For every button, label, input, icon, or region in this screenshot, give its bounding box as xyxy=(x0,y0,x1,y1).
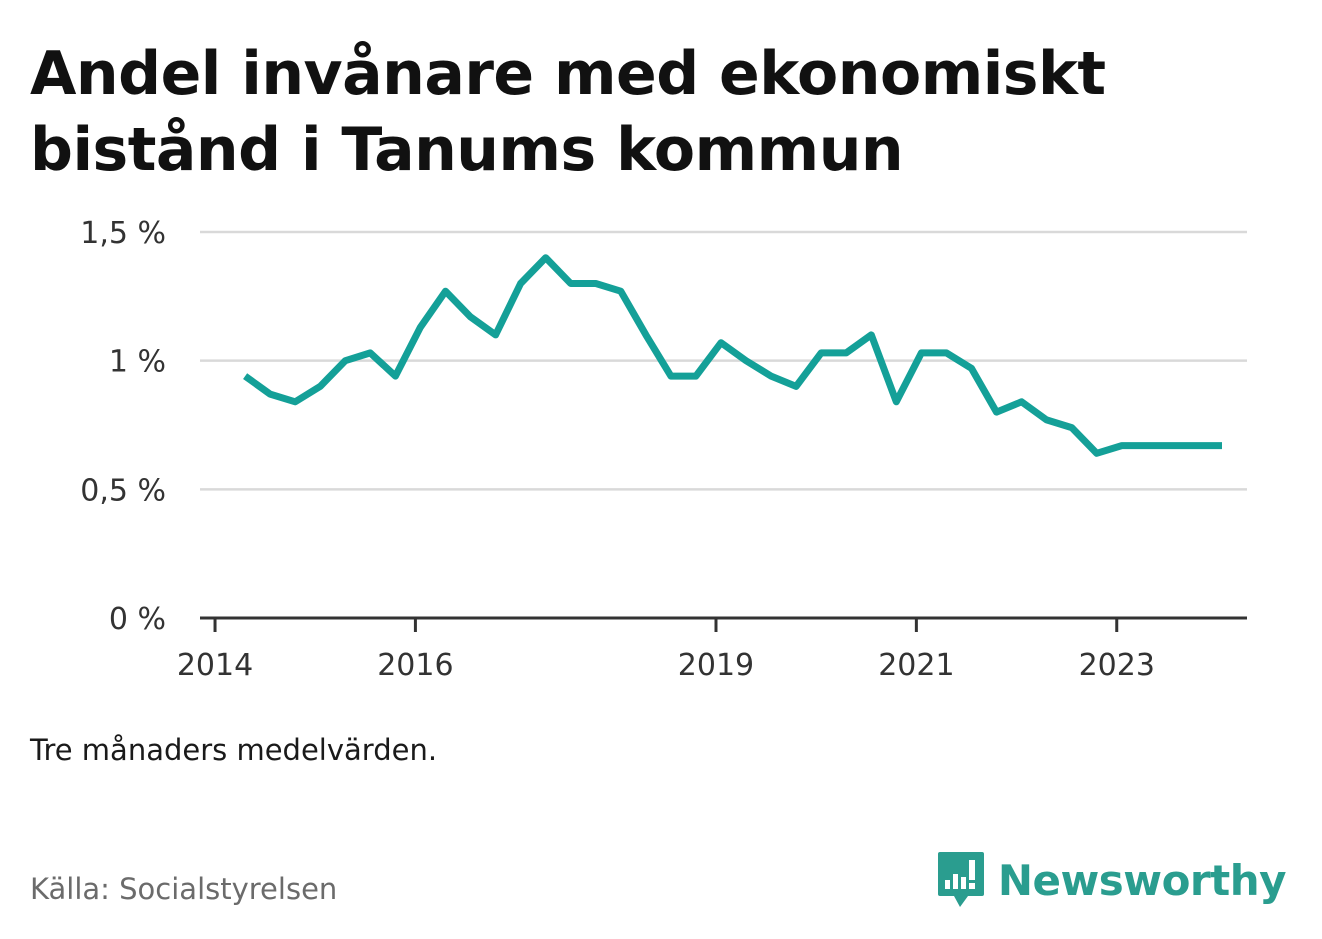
data-point xyxy=(1043,416,1050,423)
data-point xyxy=(1093,450,1100,457)
data-point xyxy=(843,349,850,356)
data-point xyxy=(793,383,800,390)
data-point xyxy=(617,288,624,295)
x-tick-label: 2023 xyxy=(1079,648,1155,683)
data-point xyxy=(1168,442,1175,449)
data-point xyxy=(392,373,399,380)
data-point xyxy=(417,324,424,331)
y-tick-label: 0 % xyxy=(109,602,166,637)
data-point xyxy=(1218,442,1225,449)
data-point xyxy=(467,313,474,320)
series-layer xyxy=(242,254,1225,457)
x-tick-label: 2019 xyxy=(678,648,754,683)
x-axis: 2014 2016 2019 2021 2023 xyxy=(177,616,1247,683)
y-tick-label: 1,5 % xyxy=(80,216,166,251)
chart-bubble-icon xyxy=(937,852,984,907)
data-point xyxy=(1143,442,1150,449)
data-point xyxy=(768,373,775,380)
data-point xyxy=(1018,398,1025,405)
data-point xyxy=(517,280,524,287)
brand-name: Newsworthy xyxy=(997,855,1287,905)
data-point xyxy=(342,357,349,364)
data-point xyxy=(592,280,599,287)
x-tick-label: 2014 xyxy=(177,648,253,683)
x-tick-label: 2021 xyxy=(878,648,954,683)
data-point xyxy=(1118,442,1125,449)
data-point xyxy=(242,373,249,380)
data-point xyxy=(542,254,549,261)
data-point xyxy=(692,373,699,380)
y-tick-labels: 0 % 0,5 % 1 % 1,5 % xyxy=(80,216,166,637)
x-tick-label: 2016 xyxy=(377,648,453,683)
data-point xyxy=(818,349,825,356)
data-point xyxy=(893,398,900,405)
data-point xyxy=(943,349,950,356)
y-tick-label: 0,5 % xyxy=(80,473,166,508)
data-point xyxy=(868,331,875,338)
data-point xyxy=(292,398,299,405)
data-point xyxy=(1193,442,1200,449)
data-point xyxy=(642,331,649,338)
data-point xyxy=(743,357,750,364)
data-point xyxy=(267,391,274,398)
chart-note: Tre månaders medelvärden. xyxy=(30,733,438,767)
data-point xyxy=(317,383,324,390)
line-chart: 0 % 0,5 % 1 % 1,5 % 2014 2016 2019 2021 2023 xyxy=(80,216,1247,683)
page-title: Andel invånare med ekonomiskt bistånd i … xyxy=(30,39,1106,185)
data-point xyxy=(492,331,499,338)
data-point xyxy=(567,280,574,287)
data-point xyxy=(442,288,449,295)
series-line-0 xyxy=(243,254,1222,457)
brand-logo: Newsworthy xyxy=(936,850,1287,910)
source-label: Källa: Socialstyrelsen xyxy=(30,872,338,906)
data-point xyxy=(717,339,724,346)
data-point xyxy=(667,373,674,380)
data-point xyxy=(968,365,975,372)
y-tick-label: 1 % xyxy=(109,345,166,380)
data-point xyxy=(993,409,1000,416)
data-point xyxy=(1068,424,1075,431)
data-point xyxy=(367,349,374,356)
data-point xyxy=(918,349,925,356)
